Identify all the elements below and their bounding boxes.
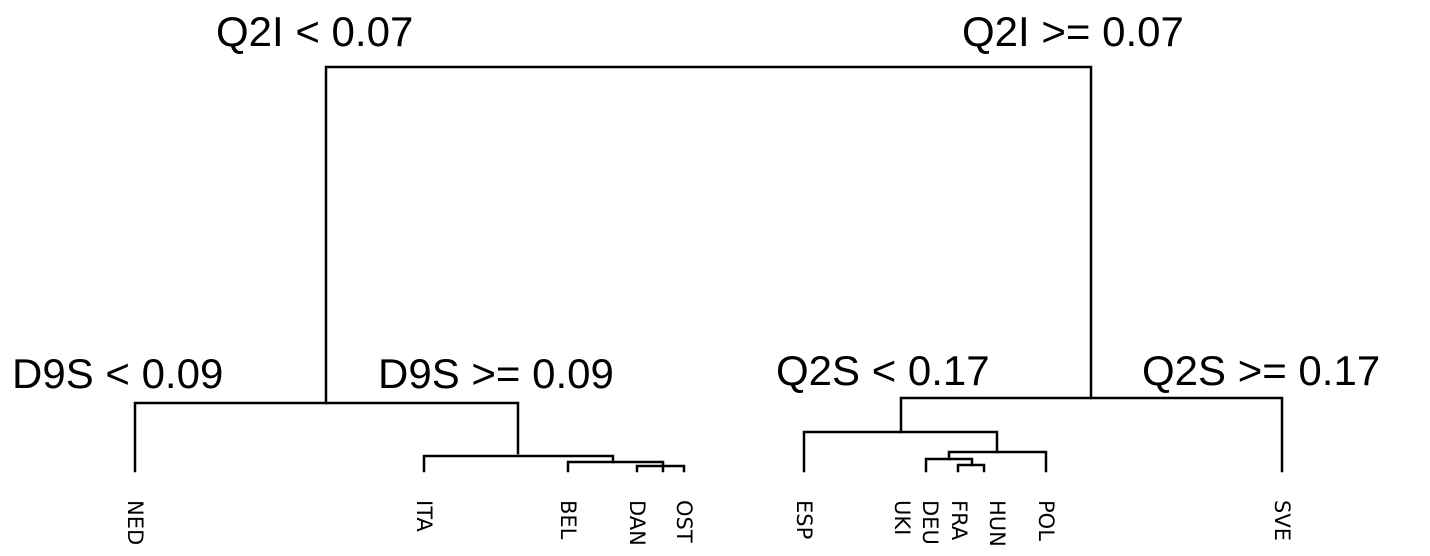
edge-left-split [133,401,520,473]
leaf-label-uki: UKI [890,500,914,535]
split-label-root-right: Q2I >= 0.07 [962,8,1184,55]
leaf-label-esp: ESP [792,500,816,539]
edge-right-split [899,396,1284,473]
split-label-left-right: D9S >= 0.09 [378,350,614,397]
split-label-right-right: Q2S >= 0.17 [1142,347,1380,394]
leaf-label-hun: HUN [985,500,1009,547]
edge-dan-ost-node [635,464,686,473]
edge-left-right-node [422,454,615,473]
leaf-label-bel: BEL [556,500,580,540]
edge-right-left-node [802,430,999,473]
leaf-label-deu: DEU [918,500,942,545]
leaf-label-ost: OST [672,500,696,543]
edge-middle-group [947,450,1048,473]
leaf-label-ita: ITA [412,500,436,532]
edge-root [324,65,1093,405]
leaf-label-pol: POL [1034,500,1058,541]
edge-uki-group [924,457,974,473]
edge-deu-fra-node [956,463,986,473]
leaf-label-ned: NED [123,500,147,545]
leaf-label-dan: DAN [625,500,649,546]
leaf-label-fra: FRA [947,500,971,541]
split-label-right-left: Q2S < 0.17 [776,347,990,394]
leaf-label-sve: SVE [1270,500,1294,541]
tree-edges [133,65,1284,473]
leaf-labels: NED ITA BEL DAN OST ESP UKI DEU FRA HUN … [123,500,1294,547]
split-label-left-left: D9S < 0.09 [12,350,223,397]
split-label-root-left: Q2I < 0.07 [216,8,413,55]
